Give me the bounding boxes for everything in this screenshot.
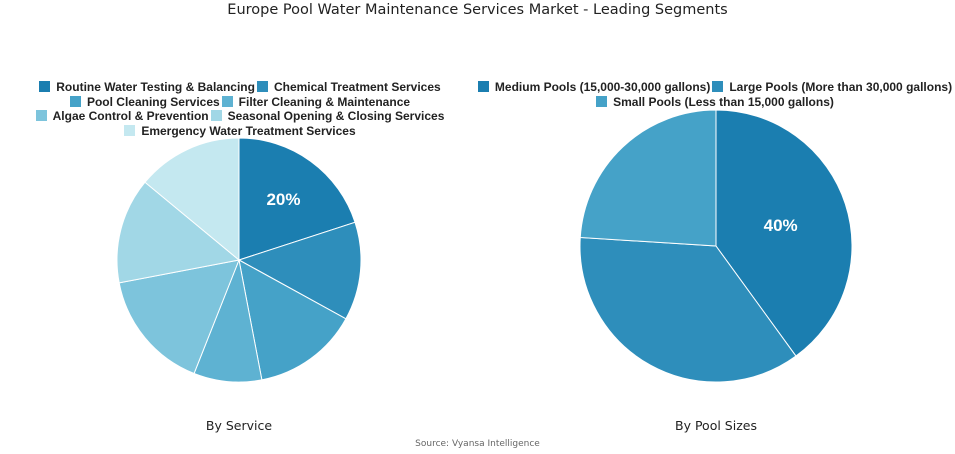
data-label: 40% xyxy=(764,216,798,235)
legend-label: Routine Water Testing & Balancing xyxy=(56,80,255,94)
legend-swatch xyxy=(256,81,268,92)
legend-swatch xyxy=(124,124,136,136)
legend-label: Small Pools (Less than 15,000 gallons) xyxy=(613,94,834,109)
legend-label: Emergency Water Treatment Services xyxy=(141,123,356,138)
legend-swatch xyxy=(39,81,51,92)
legend-label: Algae Control & Prevention xyxy=(52,109,209,123)
legend-item: Routine Water Testing & Balancing xyxy=(39,80,255,95)
pie-slice xyxy=(238,259,347,381)
legend-swatch xyxy=(596,95,608,107)
legend-pool-sizes: Medium Pools (15,000-30,000 gallons) Larg… xyxy=(470,80,955,109)
pie-slice xyxy=(715,109,853,357)
pie-slice xyxy=(237,221,362,320)
legend-item: Emergency Water Treatment Services xyxy=(124,123,356,139)
legend-item: Filter Cleaning & Maintenance xyxy=(221,94,411,110)
pie-slice xyxy=(579,109,717,247)
legend-swatch xyxy=(477,81,489,92)
legend-item: Seasonal Opening & Closing Services xyxy=(210,109,445,124)
legend-item: Algae Control & Prevention xyxy=(35,109,209,124)
legend-item: Chemical Treatment Services xyxy=(256,80,441,95)
legend-swatch xyxy=(712,81,724,92)
legend-label: Filter Cleaning & Maintenance xyxy=(238,94,411,109)
legend-service: Routine Water Testing & Balancing Chemica… xyxy=(30,80,450,138)
legend-swatch xyxy=(35,110,47,121)
legend-label: Large Pools (More than 30,000 gallons) xyxy=(729,80,953,94)
chart-title: Europe Pool Water Maintenance Services M… xyxy=(227,2,728,18)
legend-label: Chemical Treatment Services xyxy=(273,80,441,94)
legend-swatch xyxy=(210,110,222,121)
data-label: 20% xyxy=(266,190,300,209)
source-note: Source: Vyansa Intelligence xyxy=(415,439,540,449)
pie-slice xyxy=(116,181,241,284)
legend-swatch xyxy=(221,95,233,107)
subtitle-service: By Service xyxy=(205,418,273,433)
pie-slice xyxy=(238,137,356,261)
pie-slice xyxy=(579,236,797,383)
legend-item: Medium Pools (15,000-30,000 gallons) xyxy=(477,80,711,95)
pie-slice xyxy=(118,259,240,375)
subtitle-pool-sizes: By Pool Sizes xyxy=(675,418,757,433)
pie-slice xyxy=(144,137,240,262)
legend-label: Pool Cleaning Services xyxy=(86,94,220,109)
legend-item: Large Pools (More than 30,000 gallons) xyxy=(712,80,952,95)
legend-item: Pool Cleaning Services xyxy=(69,94,220,110)
legend-label: Medium Pools (15,000-30,000 gallons) xyxy=(494,80,711,94)
legend-label: Seasonal Opening & Closing Services xyxy=(227,109,445,123)
legend-item: Small Pools (Less than 15,000 gallons) xyxy=(596,95,834,110)
legend-swatch xyxy=(69,95,81,107)
